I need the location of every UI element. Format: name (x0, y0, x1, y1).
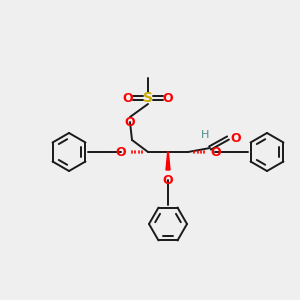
Text: O: O (163, 92, 173, 104)
Text: O: O (116, 146, 126, 158)
Text: O: O (163, 174, 173, 187)
Polygon shape (166, 152, 170, 170)
Text: H: H (201, 130, 209, 140)
Text: O: O (125, 116, 135, 128)
Text: O: O (230, 131, 241, 145)
Text: S: S (143, 91, 153, 105)
Text: O: O (210, 146, 220, 158)
Text: O: O (123, 92, 133, 104)
